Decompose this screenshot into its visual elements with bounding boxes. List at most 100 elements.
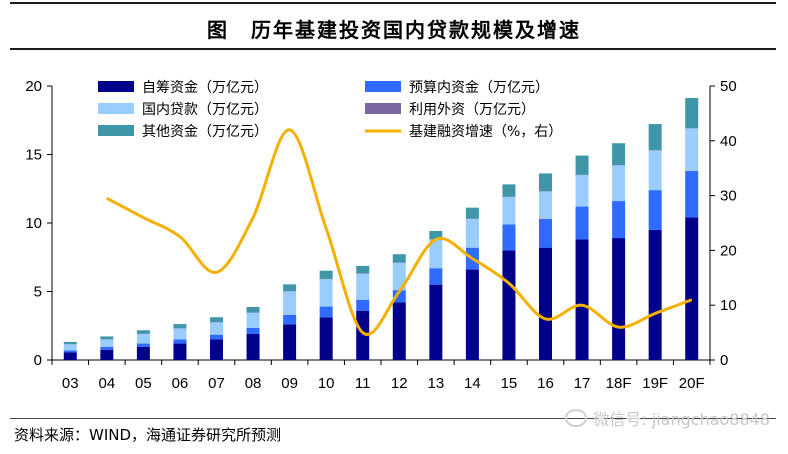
bar-domestic-loans bbox=[685, 128, 699, 171]
bar-budget bbox=[356, 299, 370, 311]
x-tick-label: 11 bbox=[355, 375, 371, 392]
bar-self-funded bbox=[210, 339, 223, 360]
x-tick-label: 08 bbox=[245, 375, 262, 392]
x-tick-label: 16 bbox=[537, 375, 554, 392]
x-tick-label: 17 bbox=[574, 375, 591, 392]
bar-other bbox=[100, 336, 114, 340]
bar-self-funded bbox=[100, 349, 114, 360]
legend-swatch-other bbox=[98, 125, 134, 136]
x-tick-label: 18F bbox=[606, 375, 632, 392]
bar-self-funded bbox=[319, 317, 333, 360]
y-left-tick-label: 15 bbox=[25, 147, 42, 164]
bar-self-funded bbox=[685, 217, 699, 360]
bar-domestic-loans bbox=[319, 279, 333, 307]
bar-domestic-loans bbox=[283, 291, 297, 315]
bottom-rule bbox=[10, 418, 776, 419]
bar-budget bbox=[246, 327, 260, 334]
bar-budget bbox=[283, 314, 297, 325]
bar-other bbox=[465, 207, 479, 219]
x-tick-label: 10 bbox=[318, 375, 335, 392]
y-left-tick-label: 20 bbox=[25, 78, 42, 95]
x-tick-label: 12 bbox=[391, 375, 408, 392]
bar-other bbox=[210, 317, 223, 323]
bar-other bbox=[392, 254, 406, 263]
wechat-icon bbox=[565, 409, 588, 427]
bar-domestic-loans bbox=[539, 191, 552, 219]
bar-self-funded bbox=[575, 239, 589, 360]
legend-label-foreign: 利用外资（万亿元） bbox=[409, 102, 535, 118]
bar-budget bbox=[648, 190, 662, 230]
bar-other bbox=[612, 143, 626, 166]
y-right-tick-label: 0 bbox=[720, 352, 728, 369]
legend-label-domestic-loans: 国内贷款（万亿元） bbox=[142, 102, 268, 118]
top-rule bbox=[10, 2, 776, 4]
legend-swatch-budget bbox=[365, 81, 401, 92]
bar-other bbox=[136, 330, 150, 334]
bar-domestic-loans bbox=[356, 273, 370, 300]
bar-other bbox=[648, 124, 662, 151]
bar-domestic-loans bbox=[648, 150, 662, 191]
legend-swatch-foreign bbox=[365, 103, 401, 114]
watermark-text: 微信号: jiangchao8848 bbox=[593, 410, 770, 429]
bar-self-funded bbox=[612, 238, 626, 360]
bar-other bbox=[429, 230, 443, 240]
bar-domestic-loans bbox=[502, 196, 516, 225]
bar-budget bbox=[210, 334, 223, 340]
source-note: 资料来源：WIND，海通证券研究所预测 bbox=[14, 426, 282, 444]
bar-other bbox=[283, 284, 297, 292]
bar-self-funded bbox=[173, 343, 187, 360]
bar-budget bbox=[575, 206, 589, 240]
bar-domestic-loans bbox=[100, 339, 114, 347]
x-tick-label: 15 bbox=[501, 375, 518, 392]
bar-self-funded bbox=[502, 250, 516, 360]
bar-other bbox=[575, 155, 589, 175]
x-tick-label: 04 bbox=[98, 375, 115, 392]
bar-self-funded bbox=[392, 302, 406, 360]
bar-domestic-loans bbox=[63, 344, 77, 351]
bar-budget bbox=[392, 290, 406, 303]
y-left-tick-label: 0 bbox=[34, 352, 42, 369]
bar-budget bbox=[100, 346, 114, 350]
bar-domestic-loans bbox=[136, 333, 150, 344]
y-right-tick-label: 40 bbox=[720, 133, 737, 150]
bar-self-funded bbox=[465, 269, 479, 360]
y-left-tick-label: 5 bbox=[34, 284, 42, 301]
legend-label-budget: 预算内资金（万亿元） bbox=[409, 80, 549, 96]
bar-self-funded bbox=[283, 324, 297, 360]
growth-line bbox=[106, 128, 693, 336]
x-tick-label: 09 bbox=[281, 375, 298, 392]
chart-title: 图 历年基建投资国内贷款规模及增速 bbox=[207, 18, 581, 42]
bar-other bbox=[319, 270, 333, 279]
bar-domestic-loans bbox=[210, 322, 223, 335]
bar-domestic-loans bbox=[465, 218, 479, 248]
x-tick-label: 07 bbox=[208, 375, 225, 392]
bar-other bbox=[246, 306, 260, 313]
bar-domestic-loans bbox=[173, 328, 187, 340]
legend-label-growth: 基建融资增速（%，右） bbox=[409, 123, 562, 140]
bar-self-funded bbox=[429, 284, 443, 360]
legend-swatch-self-funded bbox=[98, 81, 134, 92]
bar-budget bbox=[539, 218, 552, 248]
bar-domestic-loans bbox=[612, 165, 626, 202]
legend-swatch-domestic-loans bbox=[98, 103, 134, 114]
x-tick-label: 13 bbox=[427, 375, 444, 392]
bar-domestic-loans bbox=[246, 312, 260, 328]
bar-self-funded bbox=[246, 333, 260, 360]
x-tick-label: 03 bbox=[62, 375, 79, 392]
x-tick-label: 14 bbox=[464, 375, 481, 392]
x-tick-label: 20F bbox=[679, 375, 705, 392]
bar-budget bbox=[685, 170, 699, 218]
bar-domestic-loans bbox=[575, 175, 589, 207]
bar-self-funded bbox=[136, 346, 150, 360]
bar-domestic-loans bbox=[392, 262, 406, 291]
bar-other bbox=[539, 173, 552, 192]
x-tick-label: 19F bbox=[642, 375, 668, 392]
bar-self-funded bbox=[648, 229, 662, 360]
bar-self-funded bbox=[539, 247, 552, 360]
bar-budget bbox=[429, 268, 443, 285]
bar-other bbox=[173, 324, 187, 329]
bar-other bbox=[356, 265, 370, 274]
bar-budget bbox=[136, 343, 150, 347]
y-right-tick-label: 20 bbox=[720, 242, 737, 259]
